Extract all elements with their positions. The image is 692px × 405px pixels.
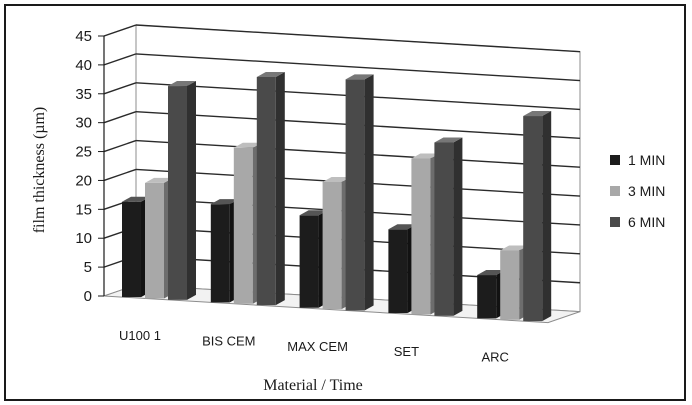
bars bbox=[122, 71, 552, 322]
gridline-side bbox=[103, 24, 137, 37]
gridline-side bbox=[103, 53, 137, 66]
y-tick-label: 15 bbox=[75, 201, 92, 218]
bar bbox=[345, 74, 374, 311]
bar-front bbox=[434, 142, 454, 316]
legend: 1 MIN 3 MIN 6 MIN bbox=[610, 152, 665, 230]
legend-label: 1 MIN bbox=[628, 152, 665, 168]
y-axis-title: film thickness (µm) bbox=[31, 107, 48, 234]
bar-front bbox=[322, 182, 342, 310]
bar-top bbox=[500, 245, 529, 251]
bar bbox=[256, 71, 285, 306]
bar-front bbox=[523, 116, 543, 322]
gridline bbox=[135, 53, 581, 82]
y-tick-label: 35 bbox=[75, 86, 92, 103]
bar-top bbox=[145, 177, 173, 183]
bar bbox=[523, 111, 552, 322]
bar-top bbox=[477, 270, 506, 276]
x-tick-label: SET bbox=[394, 344, 419, 359]
bar-side bbox=[542, 111, 552, 322]
bar-top bbox=[322, 177, 351, 183]
bar bbox=[168, 81, 196, 300]
gridline-side bbox=[103, 139, 137, 153]
x-tick-label: U100 1 bbox=[119, 328, 161, 343]
bar-front bbox=[122, 201, 141, 298]
bar-front bbox=[388, 229, 408, 314]
bar-front bbox=[168, 86, 187, 300]
y-tick-label: 20 bbox=[75, 172, 92, 189]
bar-front bbox=[411, 158, 431, 315]
gridline bbox=[135, 24, 581, 53]
bar-front bbox=[299, 215, 319, 308]
legend-swatch bbox=[610, 217, 620, 227]
bar-top bbox=[523, 111, 552, 117]
bar-side bbox=[364, 74, 374, 311]
x-tick-label: MAX CEM bbox=[287, 339, 348, 354]
bar-top bbox=[122, 196, 150, 202]
bar-top bbox=[411, 153, 440, 159]
y-tick-label: 0 bbox=[84, 288, 92, 305]
bar-side bbox=[275, 71, 285, 306]
x-axis: U100 1 BIS CEM MAX CEM SET ARC bbox=[119, 328, 509, 364]
legend-swatch bbox=[610, 186, 620, 196]
bar-top bbox=[299, 210, 328, 216]
x-tick-label: ARC bbox=[481, 349, 508, 364]
bar-top bbox=[210, 199, 239, 205]
gridline-side bbox=[103, 168, 137, 182]
bar-front bbox=[500, 250, 520, 320]
y-tick-label: 40 bbox=[75, 57, 92, 74]
bar-front bbox=[145, 182, 164, 299]
bar-front bbox=[256, 76, 276, 306]
y-tick-label: 30 bbox=[75, 115, 92, 132]
x-axis-title: Material / Time bbox=[263, 377, 363, 394]
y-tick-label: 25 bbox=[75, 144, 92, 161]
y-tick-label: 10 bbox=[75, 230, 92, 247]
y-tick-label: 5 bbox=[84, 259, 92, 276]
bar-front bbox=[345, 79, 365, 311]
bar-front bbox=[210, 204, 230, 303]
bar-top bbox=[233, 142, 262, 148]
bar-top bbox=[434, 137, 463, 143]
gridline-side bbox=[103, 111, 137, 124]
bar-front bbox=[477, 275, 497, 319]
gridline-side bbox=[103, 82, 137, 95]
y-tick-label: 45 bbox=[75, 28, 92, 45]
bar-side bbox=[187, 81, 196, 300]
x-tick-label: BIS CEM bbox=[202, 333, 255, 348]
bar-side bbox=[453, 137, 463, 316]
legend-label: 6 MIN bbox=[628, 214, 665, 230]
bar-top bbox=[345, 74, 374, 80]
bar-top bbox=[256, 71, 285, 77]
y-axis: 0 5 10 15 20 25 30 35 40 45 bbox=[75, 28, 105, 305]
bar bbox=[434, 137, 463, 316]
bar-front bbox=[233, 147, 253, 304]
legend-swatch bbox=[610, 155, 620, 165]
legend-label: 3 MIN bbox=[628, 183, 665, 199]
bar-top bbox=[168, 81, 196, 87]
bar-top bbox=[388, 224, 417, 230]
